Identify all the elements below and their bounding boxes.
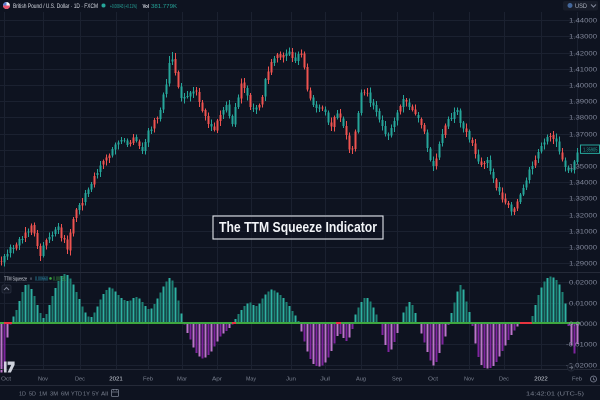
svg-text:1.29000: 1.29000 bbox=[569, 261, 598, 268]
svg-text:All: All bbox=[101, 392, 108, 398]
svg-text:1.40000: 1.40000 bbox=[569, 83, 598, 90]
svg-text:1.39000: 1.39000 bbox=[569, 99, 598, 106]
svg-text:0.00731: 0.00731 bbox=[53, 276, 66, 282]
svg-text:Apr: Apr bbox=[212, 377, 222, 383]
svg-text:+0.00843 (+0.11%): +0.00843 (+0.11%) bbox=[110, 4, 137, 10]
svg-text:14:42:01 (UTC-5): 14:42:01 (UTC-5) bbox=[526, 392, 584, 398]
svg-text:Nov: Nov bbox=[38, 377, 48, 383]
svg-text:British Pound / U.S. Dollar ·: British Pound / U.S. Dollar · 1D · FXCM bbox=[13, 3, 98, 10]
svg-text:1.34000: 1.34000 bbox=[569, 180, 598, 187]
svg-text:Feb: Feb bbox=[572, 377, 582, 383]
svg-text:USD: USD bbox=[575, 4, 588, 10]
svg-text:1.30000: 1.30000 bbox=[569, 245, 598, 252]
svg-text:Nov: Nov bbox=[464, 377, 474, 383]
svg-text:Feb: Feb bbox=[143, 377, 153, 383]
svg-text:6M: 6M bbox=[61, 392, 69, 398]
svg-text:0.02000: 0.02000 bbox=[569, 280, 598, 287]
svg-text:TTM Squeeze: TTM Squeeze bbox=[4, 276, 27, 282]
svg-text:1.42000: 1.42000 bbox=[569, 51, 598, 58]
svg-text:Vol: Vol bbox=[143, 4, 150, 10]
svg-text:1.33000: 1.33000 bbox=[569, 196, 598, 203]
svg-text:Jul: Jul bbox=[320, 377, 330, 383]
svg-text:1.32000: 1.32000 bbox=[569, 213, 598, 220]
svg-text:Mar: Mar bbox=[177, 377, 187, 383]
svg-text:1.38000: 1.38000 bbox=[569, 115, 598, 122]
svg-text:-0.02000: -0.02000 bbox=[566, 363, 598, 370]
svg-text:0.00660: 0.00660 bbox=[35, 276, 48, 282]
svg-text:2021: 2021 bbox=[109, 377, 123, 383]
svg-text:381.779K: 381.779K bbox=[151, 4, 177, 10]
svg-text:0.00000: 0.00000 bbox=[569, 321, 598, 328]
svg-text:1.43000: 1.43000 bbox=[569, 34, 598, 41]
svg-text:×: × bbox=[30, 276, 33, 282]
svg-text:Oct: Oct bbox=[428, 377, 438, 383]
svg-text:-0.01000: -0.01000 bbox=[566, 342, 598, 349]
svg-text:Sep: Sep bbox=[392, 377, 402, 383]
svg-text:Aug: Aug bbox=[356, 377, 366, 383]
svg-text:Dec: Dec bbox=[75, 377, 85, 383]
svg-text:YTD: YTD bbox=[71, 392, 82, 398]
svg-text:The TTM Squeeze Indicator: The TTM Squeeze Indicator bbox=[219, 220, 377, 236]
svg-text:Oct: Oct bbox=[1, 377, 11, 383]
svg-text:1.31000: 1.31000 bbox=[569, 229, 598, 236]
svg-text:2022: 2022 bbox=[534, 377, 548, 383]
svg-text:5Y: 5Y bbox=[92, 392, 99, 398]
svg-text:Dec: Dec bbox=[499, 377, 509, 383]
svg-text:0.01000: 0.01000 bbox=[569, 301, 598, 308]
svg-text:1D: 1D bbox=[19, 392, 26, 398]
svg-text:1M: 1M bbox=[39, 392, 47, 398]
svg-text:1Y: 1Y bbox=[83, 392, 90, 398]
svg-text:1.35905: 1.35905 bbox=[583, 147, 598, 153]
svg-text:Jun: Jun bbox=[286, 377, 296, 383]
svg-text:May: May bbox=[246, 377, 256, 383]
svg-text:1.44000: 1.44000 bbox=[569, 18, 598, 25]
svg-text:1.41000: 1.41000 bbox=[569, 67, 598, 74]
svg-text:3M: 3M bbox=[50, 392, 58, 398]
svg-text:1.37000: 1.37000 bbox=[569, 132, 598, 139]
svg-text:1.35000: 1.35000 bbox=[569, 164, 598, 171]
svg-text:5D: 5D bbox=[29, 392, 36, 398]
